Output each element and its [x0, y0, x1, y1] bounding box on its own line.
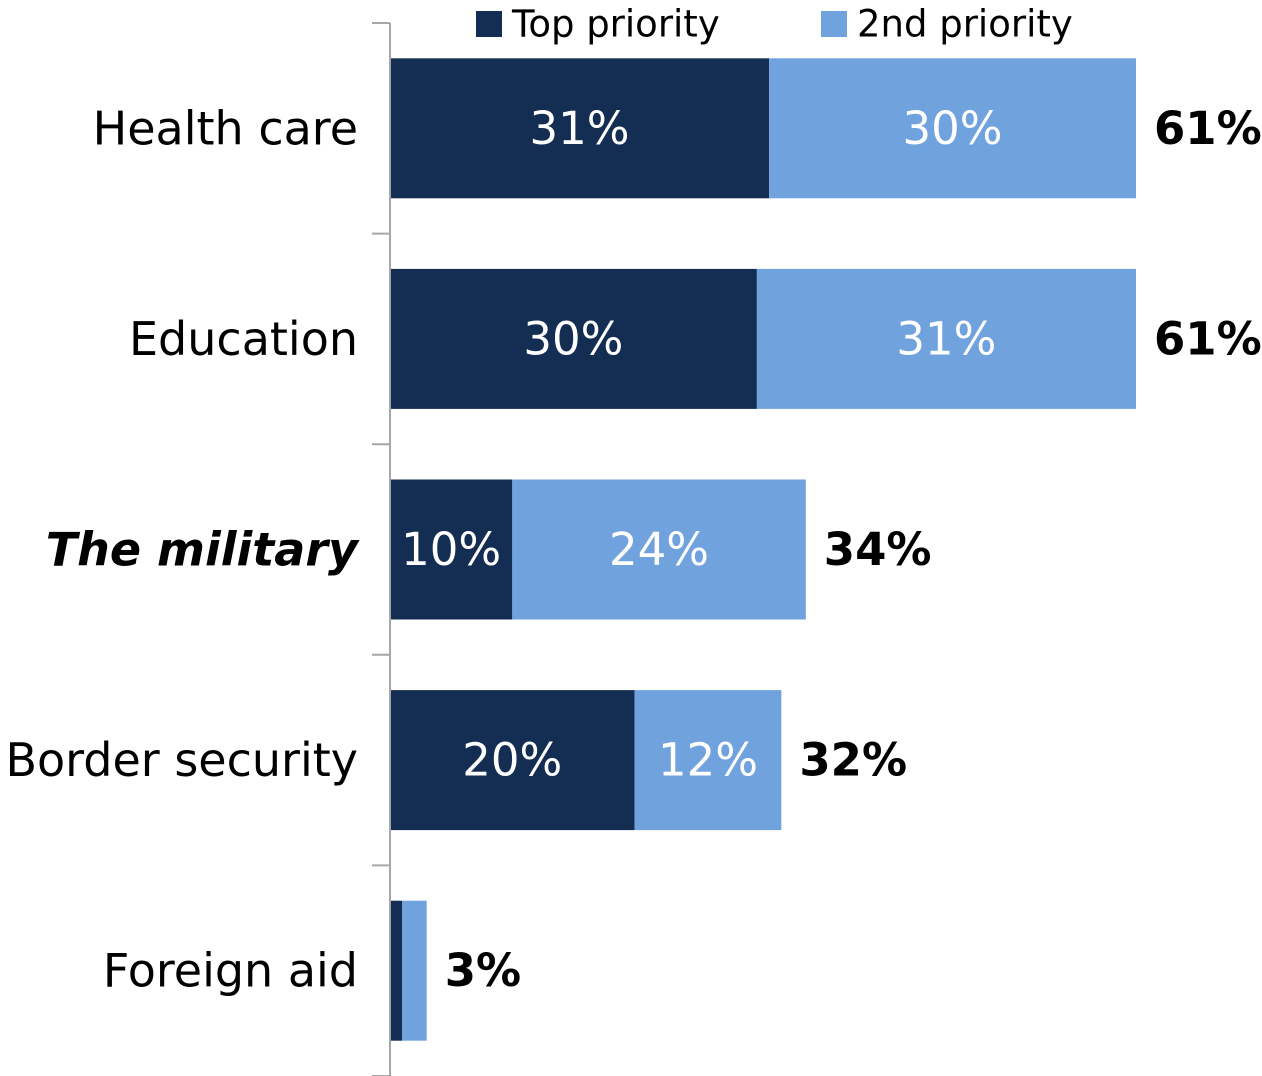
bar-segment-second-priority: [634, 690, 782, 831]
category-label: Education: [129, 312, 358, 366]
segment-value-label: 31%: [896, 312, 996, 365]
segment-value-label: 30%: [523, 312, 623, 365]
category-label: Border security: [5, 733, 358, 787]
segment-value-label: 12%: [658, 734, 758, 787]
bar-segment-second-priority: [769, 58, 1136, 199]
total-value-label: 61%: [1154, 102, 1262, 155]
segment-value-label: 10%: [401, 523, 501, 576]
bar-segment-top-priority: [390, 268, 757, 409]
category-label: Health care: [93, 101, 358, 155]
category-label: Foreign aid: [103, 944, 358, 998]
segment-value-label: 31%: [530, 102, 630, 155]
bar-segment-top-priority: [390, 900, 403, 1041]
legend-swatch: [821, 11, 847, 37]
bar-segment-top-priority: [390, 58, 770, 199]
total-value-label: 32%: [799, 734, 907, 787]
bar-segment-second-priority: [512, 479, 806, 620]
bar-segment-top-priority: [390, 479, 513, 620]
legend-label: Top priority: [511, 3, 720, 46]
segment-value-label: 20%: [462, 734, 562, 787]
bar-segment-top-priority: [390, 690, 635, 831]
legend-swatch: [476, 11, 502, 37]
segment-value-label: 24%: [609, 523, 709, 576]
total-value-label: 34%: [824, 523, 932, 576]
total-value-label: 61%: [1154, 312, 1262, 365]
bar-segment-second-priority: [402, 900, 427, 1041]
segment-value-label: 30%: [903, 102, 1003, 155]
bar-segment-second-priority: [756, 268, 1136, 409]
total-value-label: 3%: [445, 944, 521, 997]
legend-label: 2nd priority: [857, 3, 1073, 46]
category-label: The military: [46, 523, 360, 577]
